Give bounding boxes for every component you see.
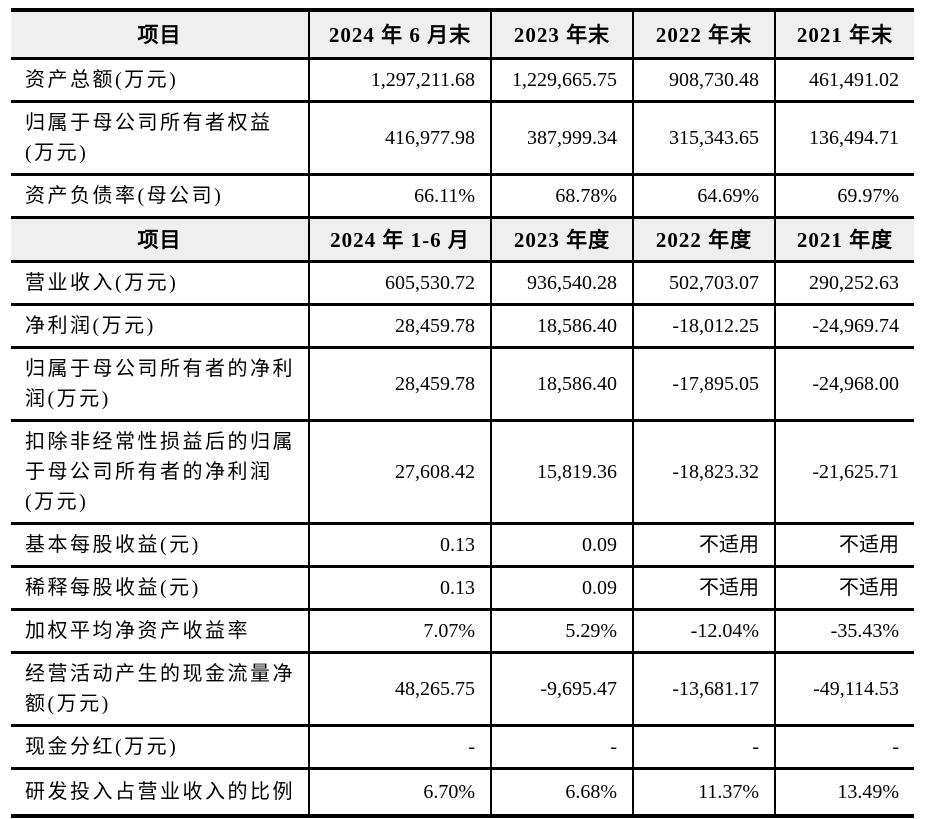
value-cell: 不适用 bbox=[774, 523, 914, 568]
header-row-income: 项目 2024 年 1-6 月 2023 年度 2022 年度 2021 年度 bbox=[11, 217, 914, 263]
value-cell: 290,252.63 bbox=[774, 261, 914, 306]
column-header-2022: 2022 年度 bbox=[632, 217, 775, 263]
column-header-2024h1-end: 2024 年 6 月末 bbox=[308, 10, 491, 60]
table-row-weighted-roe: 加权平均净资产收益率 7.07% 5.29% -12.04% -35.43% bbox=[11, 609, 914, 654]
value-cell: -9,695.47 bbox=[490, 652, 633, 727]
value-cell: 315,343.65 bbox=[632, 101, 775, 176]
table-row-net-profit: 净利润(万元) 28,459.78 18,586.40 -18,012.25 -… bbox=[11, 304, 914, 349]
table-row-diluted-eps: 稀释每股收益(元) 0.13 0.09 不适用 不适用 bbox=[11, 566, 914, 611]
column-header-item: 项目 bbox=[11, 10, 309, 60]
value-cell: - bbox=[774, 725, 914, 770]
row-label: 资产总额(万元) bbox=[11, 58, 309, 103]
value-cell: - bbox=[308, 725, 491, 770]
table-row-debt-ratio: 资产负债率(母公司) 66.11% 68.78% 64.69% 69.97% bbox=[11, 174, 914, 219]
value-cell: 136,494.71 bbox=[774, 101, 914, 176]
value-cell: 1,297,211.68 bbox=[308, 58, 491, 103]
row-label: 资产负债率(母公司) bbox=[11, 174, 309, 219]
value-cell: 48,265.75 bbox=[308, 652, 491, 727]
row-label: 经营活动产生的现金流量净 额(万元) bbox=[11, 652, 309, 727]
row-label: 稀释每股收益(元) bbox=[11, 566, 309, 611]
value-cell: 66.11% bbox=[308, 174, 491, 219]
value-cell: 27,608.42 bbox=[308, 420, 491, 525]
value-cell: 502,703.07 bbox=[632, 261, 775, 306]
table-row-deducted-net-profit: 扣除非经常性损益后的归属 于母公司所有者的净利润 (万元) 27,608.42 … bbox=[11, 420, 914, 525]
table-row-basic-eps: 基本每股收益(元) 0.13 0.09 不适用 不适用 bbox=[11, 523, 914, 568]
column-header-2021-end: 2021 年末 bbox=[774, 10, 914, 60]
row-label: 加权平均净资产收益率 bbox=[11, 609, 309, 654]
row-label: 营业收入(万元) bbox=[11, 261, 309, 306]
value-cell: 605,530.72 bbox=[308, 261, 491, 306]
table-row-revenue: 营业收入(万元) 605,530.72 936,540.28 502,703.0… bbox=[11, 261, 914, 306]
value-cell: 908,730.48 bbox=[632, 58, 775, 103]
financial-summary-table: 项目 2024 年 6 月末 2023 年末 2022 年末 2021 年末 资… bbox=[11, 8, 914, 818]
value-cell: -18,012.25 bbox=[632, 304, 775, 349]
value-cell: -49,114.53 bbox=[774, 652, 914, 727]
value-cell: 28,459.78 bbox=[308, 304, 491, 349]
row-label: 研发投入占营业收入的比例 bbox=[11, 768, 309, 818]
value-cell: -35.43% bbox=[774, 609, 914, 654]
value-cell: 69.97% bbox=[774, 174, 914, 219]
value-cell: 7.07% bbox=[308, 609, 491, 654]
table-row-cash-dividend: 现金分红(万元) - - - - bbox=[11, 725, 914, 770]
value-cell: 6.68% bbox=[490, 768, 633, 818]
value-cell: 18,586.40 bbox=[490, 304, 633, 349]
table-row-parent-equity: 归属于母公司所有者权益 (万元) 416,977.98 387,999.34 3… bbox=[11, 101, 914, 176]
value-cell: 15,819.36 bbox=[490, 420, 633, 525]
value-cell: -12.04% bbox=[632, 609, 775, 654]
column-header-2023: 2023 年度 bbox=[490, 217, 633, 263]
value-cell: 13.49% bbox=[774, 768, 914, 818]
table-row-rd-ratio: 研发投入占营业收入的比例 6.70% 6.68% 11.37% 13.49% bbox=[11, 768, 914, 818]
value-cell: 461,491.02 bbox=[774, 58, 914, 103]
value-cell: 936,540.28 bbox=[490, 261, 633, 306]
value-cell: 0.09 bbox=[490, 523, 633, 568]
value-cell: 1,229,665.75 bbox=[490, 58, 633, 103]
row-label: 扣除非经常性损益后的归属 于母公司所有者的净利润 (万元) bbox=[11, 420, 309, 525]
column-header-item: 项目 bbox=[11, 217, 309, 263]
value-cell: 68.78% bbox=[490, 174, 633, 219]
value-cell: 387,999.34 bbox=[490, 101, 633, 176]
value-cell: 6.70% bbox=[308, 768, 491, 818]
value-cell: 18,586.40 bbox=[490, 347, 633, 422]
value-cell: 不适用 bbox=[632, 566, 775, 611]
column-header-2024h1: 2024 年 1-6 月 bbox=[308, 217, 491, 263]
value-cell: 0.13 bbox=[308, 523, 491, 568]
value-cell: 不适用 bbox=[774, 566, 914, 611]
value-cell: -24,968.00 bbox=[774, 347, 914, 422]
row-label: 净利润(万元) bbox=[11, 304, 309, 349]
value-cell: -21,625.71 bbox=[774, 420, 914, 525]
value-cell: 11.37% bbox=[632, 768, 775, 818]
row-label: 归属于母公司所有者的净利 润(万元) bbox=[11, 347, 309, 422]
value-cell: 0.09 bbox=[490, 566, 633, 611]
row-label: 归属于母公司所有者权益 (万元) bbox=[11, 101, 309, 176]
value-cell: - bbox=[490, 725, 633, 770]
table-row-total-assets: 资产总额(万元) 1,297,211.68 1,229,665.75 908,7… bbox=[11, 58, 914, 103]
value-cell: 0.13 bbox=[308, 566, 491, 611]
header-row-balance: 项目 2024 年 6 月末 2023 年末 2022 年末 2021 年末 bbox=[11, 10, 914, 60]
column-header-2022-end: 2022 年末 bbox=[632, 10, 775, 60]
value-cell: 不适用 bbox=[632, 523, 775, 568]
table-row-operating-cash-flow: 经营活动产生的现金流量净 额(万元) 48,265.75 -9,695.47 -… bbox=[11, 652, 914, 727]
row-label: 现金分红(万元) bbox=[11, 725, 309, 770]
value-cell: -18,823.32 bbox=[632, 420, 775, 525]
column-header-2023-end: 2023 年末 bbox=[490, 10, 633, 60]
value-cell: 5.29% bbox=[490, 609, 633, 654]
value-cell: 416,977.98 bbox=[308, 101, 491, 176]
row-label: 基本每股收益(元) bbox=[11, 523, 309, 568]
table-row-parent-net-profit: 归属于母公司所有者的净利 润(万元) 28,459.78 18,586.40 -… bbox=[11, 347, 914, 422]
value-cell: 64.69% bbox=[632, 174, 775, 219]
value-cell: -17,895.05 bbox=[632, 347, 775, 422]
value-cell: -13,681.17 bbox=[632, 652, 775, 727]
value-cell: 28,459.78 bbox=[308, 347, 491, 422]
value-cell: - bbox=[632, 725, 775, 770]
column-header-2021: 2021 年度 bbox=[774, 217, 914, 263]
value-cell: -24,969.74 bbox=[774, 304, 914, 349]
